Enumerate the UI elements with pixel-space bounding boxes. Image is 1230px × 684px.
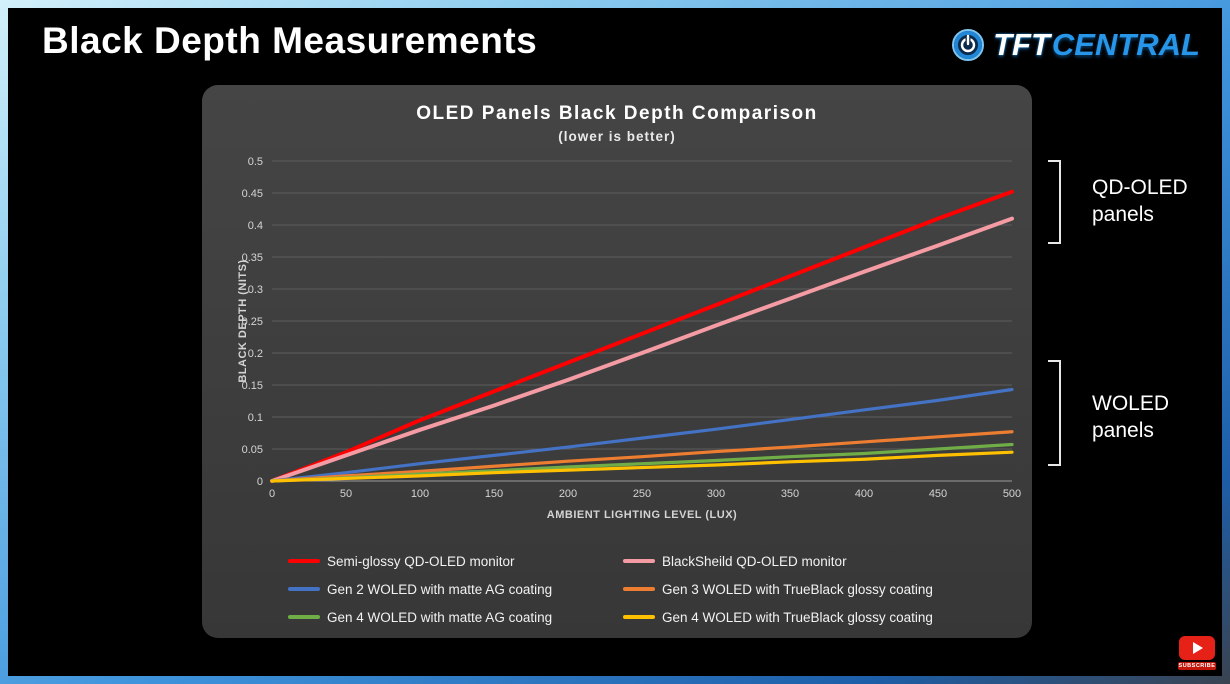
chart-subtitle: (lower is better) — [558, 129, 676, 144]
youtube-play-icon[interactable] — [1179, 636, 1215, 660]
legend-label: Gen 3 WOLED with TrueBlack glossy coatin… — [662, 581, 933, 597]
page-title: Black Depth Measurements — [42, 20, 538, 61]
legend-label: Gen 4 WOLED with matte AG coating — [327, 609, 553, 625]
legend-swatch — [623, 559, 655, 563]
power-icon — [952, 29, 985, 61]
chart-title: OLED Panels Black Depth Comparison — [416, 103, 818, 124]
woled-annotation: WOLED panels — [1092, 390, 1169, 445]
x-tick-label: 400 — [855, 488, 873, 500]
chart-panel: OLED Panels Black Depth Comparison (lowe… — [202, 85, 1032, 638]
y-tick-label: 0 — [257, 476, 263, 488]
y-tick-label: 0.2 — [248, 348, 263, 360]
subscribe-label[interactable]: SUBSCRIBE — [1178, 662, 1216, 670]
series-line-6 — [270, 450, 1014, 483]
annotation-line: QD-OLED — [1092, 176, 1188, 199]
y-tick-label: 0.4 — [248, 220, 263, 232]
legend-item: Gen 4 WOLED with matte AG coating — [288, 607, 623, 627]
legend-swatch — [623, 615, 655, 619]
play-triangle-icon — [1193, 642, 1203, 654]
x-tick-label: 150 — [485, 488, 503, 500]
x-tick-label: 100 — [411, 488, 429, 500]
legend-swatch — [623, 587, 655, 591]
logo-central: CENTRAL — [1051, 27, 1200, 62]
legend-label: Semi-glossy QD-OLED monitor — [327, 553, 515, 569]
subscribe-button[interactable]: SUBSCRIBE — [1178, 636, 1216, 670]
series-line-3 — [270, 387, 1014, 483]
slide: Black Depth Measurements TFTCENTRAL OLED… — [8, 8, 1222, 676]
legend-swatch — [288, 615, 320, 619]
logo-tft: TFT — [993, 27, 1050, 62]
legend-item: BlackSheild QD-OLED monitor — [623, 551, 958, 571]
tft-central-logo: TFTCENTRAL — [949, 26, 1200, 64]
y-tick-label: 0.3 — [248, 284, 263, 296]
y-axis-title: BLACK DEPTH (NITS) — [237, 259, 249, 382]
woled-bracket — [1048, 360, 1061, 466]
x-tick-label: 300 — [707, 488, 725, 500]
y-tick-label: 0.1 — [248, 412, 263, 424]
y-tick-label: 0.05 — [242, 444, 263, 456]
legend-label: Gen 4 WOLED with TrueBlack glossy coatin… — [662, 609, 933, 625]
legend-label: Gen 2 WOLED with matte AG coating — [327, 581, 553, 597]
annotation-line: panels — [1092, 419, 1154, 443]
legend-item: Semi-glossy QD-OLED monitor — [288, 551, 623, 571]
x-tick-label: 350 — [781, 488, 799, 500]
legend-swatch — [288, 587, 320, 591]
series-line-4 — [270, 430, 1014, 483]
y-tick-label: 0.15 — [242, 380, 263, 392]
legend-item: Gen 4 WOLED with TrueBlack glossy coatin… — [623, 607, 958, 627]
series-line-5 — [270, 442, 1014, 483]
qd-oled-bracket — [1048, 160, 1061, 244]
legend-item: Gen 3 WOLED with TrueBlack glossy coatin… — [623, 579, 958, 599]
logo-text: TFTCENTRAL — [993, 27, 1200, 63]
legend-swatch — [288, 559, 320, 563]
x-tick-label: 250 — [633, 488, 651, 500]
y-tick-label: 0.45 — [242, 188, 263, 200]
annotation-line: WOLED — [1092, 392, 1170, 415]
line-chart: 0 0.05 0.1 0.15 0.2 0.25 0.3 0.35 0.4 0.45 0.5 0 50 1… — [237, 156, 1021, 521]
y-tick-label: 0.5 — [248, 156, 263, 168]
y-tick-label: 0.25 — [242, 316, 263, 328]
series-line-1 — [270, 189, 1014, 483]
x-tick-label: 500 — [1003, 488, 1021, 500]
x-axis-title: AMBIENT LIGHTING LEVEL (LUX) — [547, 509, 737, 521]
x-tick-label: 200 — [559, 488, 577, 500]
legend-item: Gen 2 WOLED with matte AG coating — [288, 579, 623, 599]
annotation-line: panels — [1092, 203, 1154, 227]
chart-legend: Semi-glossy QD-OLED monitor BlackSheild Q… — [288, 551, 958, 627]
x-tick-label: 0 — [269, 488, 275, 500]
y-tick-label: 0.35 — [242, 252, 263, 264]
x-tick-label: 50 — [340, 488, 352, 500]
legend-label: BlackSheild QD-OLED monitor — [662, 553, 847, 569]
series-line-2 — [270, 216, 1014, 483]
qd-oled-annotation: QD-OLED panels — [1092, 174, 1188, 229]
x-tick-label: 450 — [929, 488, 947, 500]
